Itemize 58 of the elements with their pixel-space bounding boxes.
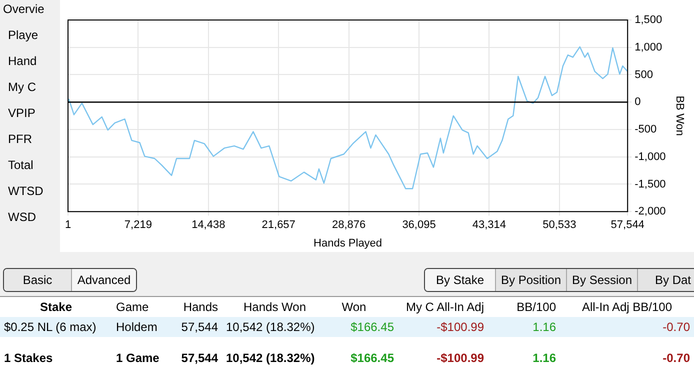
y-tick-label: 1,500	[634, 14, 662, 26]
x-axis-title: Hands Played	[314, 237, 382, 250]
text: 57,544	[180, 351, 218, 367]
y-tick-label: -2,000	[634, 206, 666, 218]
y-axis-title: BB Won	[673, 96, 686, 136]
text: Won	[340, 300, 368, 316]
text: 10,542 (18.32%)	[226, 351, 315, 367]
text: Basic	[4, 269, 72, 291]
text: Hands	[182, 300, 218, 316]
text: By Dat	[638, 269, 694, 291]
x-tick-label: 14,438	[192, 219, 226, 232]
text: 1 Game	[116, 351, 160, 367]
text: WSD	[7, 209, 37, 226]
x-tick-label: 43,314	[472, 219, 506, 232]
text: Advanced	[72, 269, 136, 291]
y-tick-label: -1,500	[634, 178, 666, 190]
x-tick-label: 57,544	[610, 219, 644, 232]
text: 57,544	[180, 320, 218, 336]
x-tick-label: 1	[64, 219, 72, 232]
text: My C All-In Adj	[404, 300, 484, 316]
text: Hands Won	[242, 300, 306, 316]
text: Playe	[7, 27, 40, 44]
text: 1.16	[532, 320, 556, 336]
x-tick-label: 28,876	[332, 219, 366, 232]
text: -$100.99	[436, 351, 484, 367]
y-tick-label: 1,000	[634, 41, 662, 54]
x-tick-label: 36,095	[402, 219, 436, 232]
x-tick-label: 7,219	[124, 219, 152, 232]
text: WTSD	[7, 183, 44, 200]
text: -0.70	[662, 351, 690, 367]
text: -$100.99	[436, 320, 484, 336]
x-tick-label: 21,657	[262, 219, 296, 232]
text: $166.45	[350, 351, 394, 367]
text: 10,542 (18.32%)	[226, 320, 315, 336]
text: Hand	[7, 53, 38, 70]
text: Stake	[38, 300, 74, 316]
text: All-In Adj BB/100	[580, 300, 674, 316]
text: $166.45	[350, 320, 394, 336]
text: Total	[7, 157, 34, 174]
text: 1 Stakes	[4, 351, 54, 367]
text: Overvie	[2, 1, 46, 18]
text: Game	[116, 300, 150, 316]
text: VPIP	[7, 105, 36, 122]
text: $0.25 NL (6 max)	[4, 320, 98, 336]
text: 1.16	[532, 351, 556, 367]
x-tick-label: 50,533	[542, 219, 576, 232]
text: Holdem	[116, 320, 158, 336]
text: BB/100	[516, 300, 556, 316]
text: My C	[7, 79, 37, 96]
y-tick-label: -1,000	[634, 150, 666, 163]
y-tick-label: 500	[634, 68, 653, 81]
text: By Position	[496, 269, 567, 291]
text: By Stake	[425, 269, 496, 291]
text: By Session	[567, 269, 638, 291]
y-tick-label: -500	[634, 124, 657, 136]
text: PFR	[7, 131, 33, 148]
text: -0.70	[662, 320, 690, 336]
y-tick-label: 0	[634, 96, 641, 108]
